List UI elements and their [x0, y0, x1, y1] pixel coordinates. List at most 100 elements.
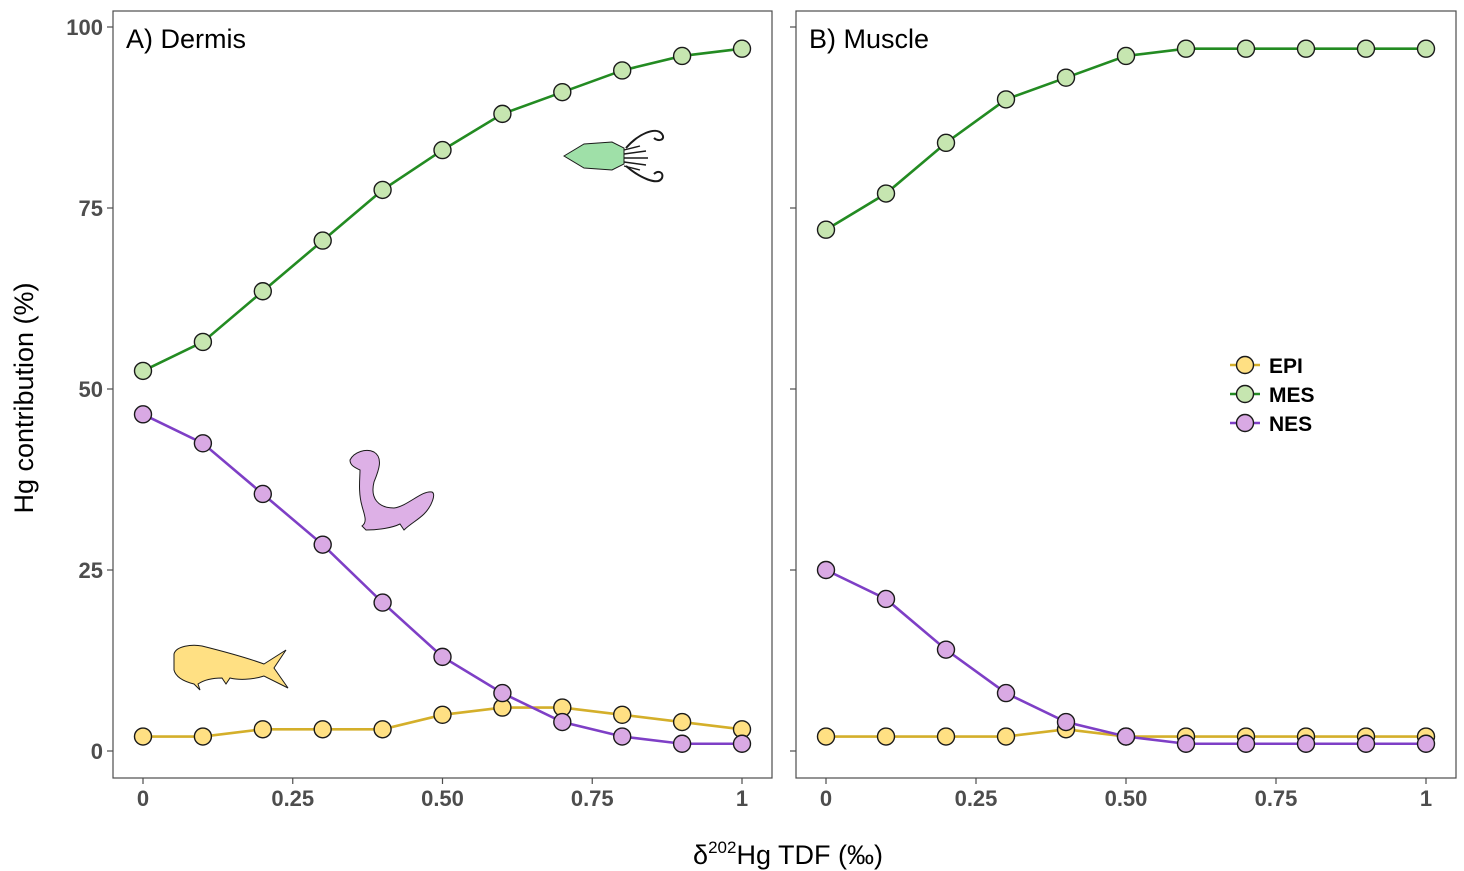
muscle-mes-point [1296, 39, 1316, 58]
dermis-mes-point [193, 332, 213, 352]
dermis-x-tick-label: 1 [736, 786, 748, 811]
muscle-nes-point [1236, 734, 1256, 753]
dermis-x-tick-label: 0.50 [421, 786, 464, 811]
dermis-nes-point [373, 593, 392, 612]
legend-epi-marker [1235, 355, 1255, 375]
y-axis-title: Hg contribution (%) [9, 282, 39, 513]
dermis-nes-point [613, 727, 632, 746]
muscle-epi-point [876, 727, 896, 746]
dermis-mes-point [732, 39, 752, 58]
dermis-nes-point [553, 712, 572, 732]
muscle-mes-point [1236, 39, 1256, 58]
dermis-mes-point [313, 231, 332, 250]
dolphinfish-icon [173, 644, 289, 691]
panel-muscle-series [816, 39, 1436, 753]
dermis-mes-point [672, 46, 692, 66]
dermis-y-tick-label: 50 [79, 377, 103, 402]
panel-muscle-frame [795, 10, 1457, 779]
muscle-mes-point [1176, 39, 1196, 58]
dermis-y-tick-label: 25 [79, 558, 103, 583]
dermis-mes-line [142, 47, 743, 373]
dermis-mes-point [133, 361, 153, 381]
dermis-nes-point [253, 484, 272, 504]
dermis-nes-point [493, 683, 512, 703]
muscle-mes-point [996, 90, 1016, 109]
dermis-nes-point [193, 434, 213, 453]
panel-dermis-ticks: 0 0.25 0.50 0.75 1 0 25 50 75 100 [66, 15, 748, 811]
dermis-mes-point [253, 282, 272, 301]
muscle-mes-point [936, 133, 956, 153]
dermis-nes-point [133, 405, 153, 424]
panel-dermis-title: A) Dermis [126, 24, 246, 54]
dermis-nes-point [732, 734, 752, 753]
dermis-epi-point [613, 705, 632, 724]
dermis-x-tick-label: 0 [137, 786, 149, 811]
muscle-nes-point [1356, 734, 1376, 753]
muscle-x-tick-label: 1 [1420, 786, 1432, 811]
legend-epi-label: EPI [1269, 355, 1303, 378]
muscle-nes-point [1416, 734, 1436, 753]
dermis-mes-point [433, 140, 452, 160]
panel-dermis-series [133, 39, 752, 753]
muscle-x-tick-label: 0.50 [1105, 786, 1148, 811]
dermis-epi-point [193, 727, 213, 746]
muscle-x-tick-label: 0.75 [1255, 786, 1298, 811]
muscle-nes-point [1056, 712, 1076, 732]
legend-nes-label: NES [1269, 413, 1312, 436]
muscle-x-tick-label: 0 [820, 786, 832, 811]
dermis-epi-point [672, 712, 692, 732]
dermis-epi-point [373, 720, 392, 739]
legend-mes-label: MES [1269, 384, 1315, 407]
muscle-mes-point [1416, 39, 1436, 58]
legend-nes-marker [1235, 413, 1255, 433]
legend: EPI MES NES [1230, 355, 1315, 436]
dermis-nes-point [672, 734, 692, 753]
dermis-mes-point [553, 82, 572, 102]
panel-muscle-ticks: 0 0.25 0.50 0.75 1 [790, 26, 1432, 811]
dermis-y-tick-label: 100 [66, 15, 103, 40]
muscle-nes-point [876, 589, 896, 609]
muscle-nes-point [996, 683, 1016, 703]
muscle-nes-point [936, 640, 956, 659]
muscle-mes-point [1356, 39, 1376, 58]
muscle-x-tick-label: 0.25 [955, 786, 998, 811]
muscle-epi-point [816, 727, 836, 746]
muscle-nes-point [1116, 727, 1136, 746]
legend-mes-marker [1235, 384, 1255, 404]
panel-dermis: A) Dermis 0 0.25 0.50 0.75 1 0 25 50 75 100 [66, 10, 773, 811]
dermis-x-tick-label: 0.75 [571, 786, 614, 811]
dermis-epi-point [313, 720, 332, 739]
x-axis-title-main: Hg TDF (‰) [736, 840, 883, 870]
x-axis-title: δ202Hg TDF (‰) [693, 838, 883, 870]
muscle-nes-point [816, 560, 836, 580]
muscle-epi-point [996, 727, 1016, 746]
seal-icon [349, 449, 435, 531]
x-axis-title-prefix: δ [693, 840, 708, 870]
dermis-nes-point [433, 647, 452, 667]
muscle-mes-point [1116, 46, 1136, 66]
dermis-x-tick-label: 0.25 [271, 786, 314, 811]
muscle-nes-point [1296, 734, 1316, 753]
x-axis-title-superscript: 202 [708, 838, 736, 857]
muscle-nes-line [825, 568, 1426, 746]
panel-muscle-title: B) Muscle [809, 24, 929, 54]
dermis-epi-point [433, 705, 452, 724]
dermis-mes-point [613, 61, 632, 80]
dermis-y-tick-label: 75 [79, 196, 103, 221]
dermis-epi-point [133, 727, 153, 746]
dermis-nes-point [313, 535, 332, 554]
dermis-mes-point [493, 104, 512, 124]
dermis-epi-point [253, 720, 272, 739]
muscle-epi-point [936, 727, 956, 746]
muscle-mes-point [816, 220, 836, 239]
muscle-mes-point [876, 184, 896, 203]
muscle-mes-line [825, 47, 1426, 231]
panel-muscle: B) Muscle 0 0.25 0.50 0.75 1 [790, 10, 1457, 811]
squid-icon [563, 129, 664, 183]
dermis-nes-line [142, 413, 742, 746]
muscle-nes-point [1176, 734, 1196, 753]
muscle-mes-point [1056, 68, 1076, 87]
dermis-mes-point [373, 180, 392, 200]
dermis-y-tick-label: 0 [91, 739, 103, 764]
